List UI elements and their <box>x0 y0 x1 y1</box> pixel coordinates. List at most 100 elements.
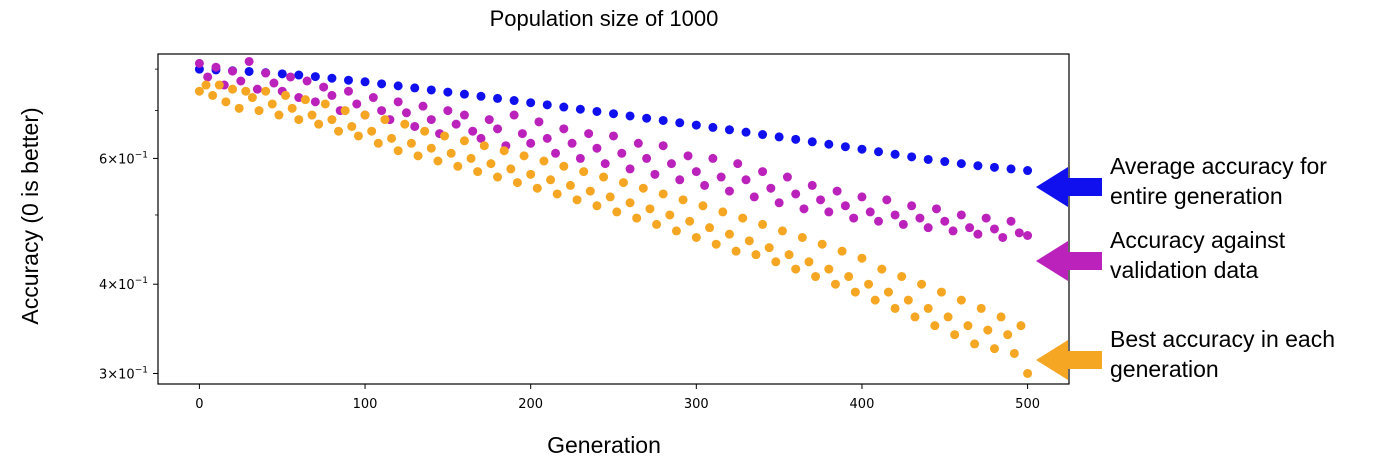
data-point-best <box>606 192 615 201</box>
data-point-average <box>609 109 618 118</box>
data-point-validation <box>857 192 866 201</box>
data-point-validation <box>352 99 361 108</box>
data-point-validation <box>684 151 693 160</box>
data-point-best <box>473 167 482 176</box>
data-point-validation <box>949 226 958 235</box>
data-point-validation <box>327 91 336 100</box>
annotation-text-validation: Accuracy against <box>1110 227 1286 253</box>
data-point-validation <box>468 127 477 136</box>
data-point-average <box>460 90 469 99</box>
data-point-validation <box>758 167 767 176</box>
data-point-best <box>930 321 939 330</box>
data-point-best <box>924 304 933 313</box>
data-point-validation <box>1007 217 1016 226</box>
data-point-validation <box>410 122 419 131</box>
data-point-validation <box>816 195 825 204</box>
data-point-validation <box>286 72 295 81</box>
data-point-best <box>460 136 469 145</box>
data-point-best <box>877 265 886 274</box>
data-point-validation <box>394 97 403 106</box>
data-point-validation <box>634 139 643 148</box>
data-point-average <box>1007 164 1016 173</box>
data-point-average <box>344 76 353 85</box>
annotation-best: Best accuracy in each generation <box>1036 326 1335 382</box>
data-point-best <box>785 250 794 259</box>
data-point-validation <box>1023 231 1032 240</box>
x-tick-label: 300 <box>684 397 709 412</box>
data-point-validation <box>609 131 618 140</box>
data-point-best <box>1016 321 1025 330</box>
data-point-validation <box>733 159 742 168</box>
annotation-text-best: generation <box>1110 356 1219 382</box>
data-point-best <box>380 115 389 124</box>
data-point-validation <box>601 159 610 168</box>
data-point-average <box>311 72 320 81</box>
data-point-best <box>281 91 290 100</box>
data-point-best <box>824 265 833 274</box>
data-point-validation <box>269 79 278 88</box>
data-point-validation <box>510 111 519 120</box>
data-point-validation <box>551 149 560 158</box>
data-point-best <box>639 184 648 193</box>
data-point-validation <box>998 233 1007 242</box>
data-point-best <box>897 272 906 281</box>
data-point-validation <box>775 198 784 207</box>
data-point-best <box>665 210 674 219</box>
data-point-average <box>427 85 436 94</box>
data-point-average <box>857 145 866 154</box>
data-point-best <box>526 170 535 179</box>
data-point-average <box>510 96 519 105</box>
data-point-average <box>626 111 635 120</box>
series-annotations: Average accuracy forentire generationAcc… <box>1036 153 1335 382</box>
data-point-best <box>586 187 595 196</box>
data-point-best <box>811 272 820 281</box>
data-point-validation <box>626 164 635 173</box>
data-point-best <box>387 134 396 143</box>
annotation-text-best: Best accuracy in each <box>1110 326 1335 352</box>
data-point-validation <box>534 117 543 126</box>
data-point-best <box>990 344 999 353</box>
data-point-best <box>871 296 880 305</box>
data-point-best <box>427 144 436 153</box>
data-point-best <box>1003 330 1012 339</box>
data-point-best <box>725 230 734 239</box>
data-point-best <box>765 243 774 252</box>
data-point-average <box>957 159 966 168</box>
data-point-best <box>619 178 628 187</box>
data-point-best <box>791 265 800 274</box>
data-point-best <box>347 122 356 131</box>
data-point-validation <box>559 124 568 133</box>
data-point-average <box>1023 166 1032 175</box>
data-point-best <box>374 139 383 148</box>
data-point-best <box>327 115 336 124</box>
data-point-best <box>573 195 582 204</box>
data-point-validation <box>236 77 245 86</box>
data-point-validation <box>990 224 999 233</box>
data-point-best <box>367 127 376 136</box>
data-point-best <box>520 151 529 160</box>
data-point-best <box>228 85 237 94</box>
x-tick-label: 100 <box>353 397 378 412</box>
data-point-average <box>758 130 767 139</box>
data-point-validation <box>957 210 966 219</box>
data-point-validation <box>766 184 775 193</box>
data-point-best <box>950 330 959 339</box>
plot-area-frame <box>158 54 1069 384</box>
data-point-best <box>818 240 827 249</box>
data-point-validation <box>369 93 378 102</box>
data-point-average <box>493 94 502 103</box>
y-tick-label: 4×10−1 <box>99 276 148 293</box>
data-point-validation <box>493 124 502 133</box>
data-point-best <box>341 106 350 115</box>
data-point-best <box>798 233 807 242</box>
data-point-best <box>486 159 495 168</box>
data-point-best <box>566 181 575 190</box>
data-point-best <box>645 204 654 213</box>
data-point-best <box>751 250 760 259</box>
data-point-validation <box>211 63 220 72</box>
data-point-average <box>361 77 370 86</box>
data-point-validation <box>783 173 792 182</box>
data-point-best <box>420 127 429 136</box>
data-point-best <box>963 321 972 330</box>
